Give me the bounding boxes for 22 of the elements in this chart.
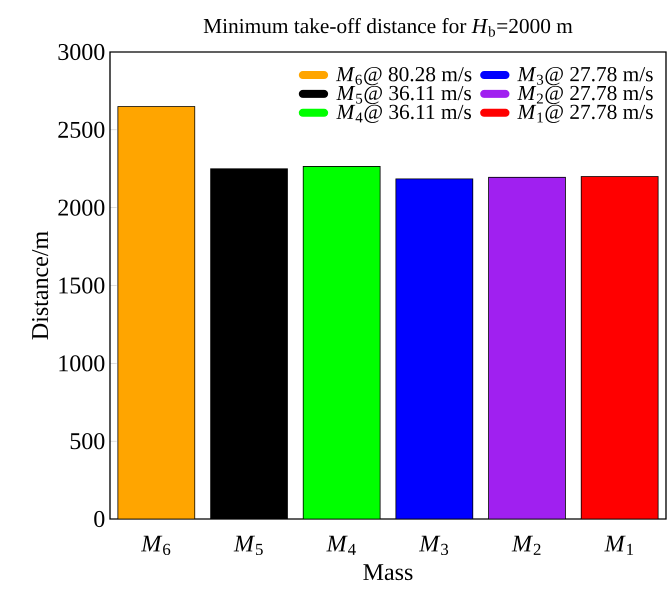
y-tick-label: 2500 [58,122,104,138]
chart-title: Minimum take-off distance for H$_{b}$=2000 m [204,18,572,37]
x-tick-label: M$_{1}$ [604,536,634,555]
x-tick-label: M$_{4}$ [326,536,356,555]
x-tick-label: M$_{3}$ [418,536,448,556]
y-tick-label: 0 [94,510,104,528]
legend-label: M$_{1}$@ 27.78 m/s [517,104,653,123]
legend-label: M$_{4}$@ 36.11 m/s [336,104,471,123]
y-tick-label: 3000 [58,44,104,60]
x-tick-label: M$_{2}$ [512,536,540,555]
y-tick-label: 1000 [59,355,104,372]
x-tick-label: M$_{5}$ [234,536,263,556]
legend-label: M$_{2}$@ 27.78 m/s [517,86,653,104]
y-axis-title: Distance/m [32,231,48,340]
y-tick-label: 1500 [59,277,104,294]
y-tick-label: 2000 [58,200,104,216]
legend-label: M$_{3}$@ 27.78 m/s [517,66,653,86]
legend-label: M$_{5}$@ 36.11 m/s [336,86,471,104]
x-tick-label: M$_{6}$ [140,536,170,556]
legend-label: M$_{6}$@ 80.28 m/s [336,66,472,86]
x-axis-title: Mass [363,564,412,580]
y-tick-label: 500 [70,433,104,450]
